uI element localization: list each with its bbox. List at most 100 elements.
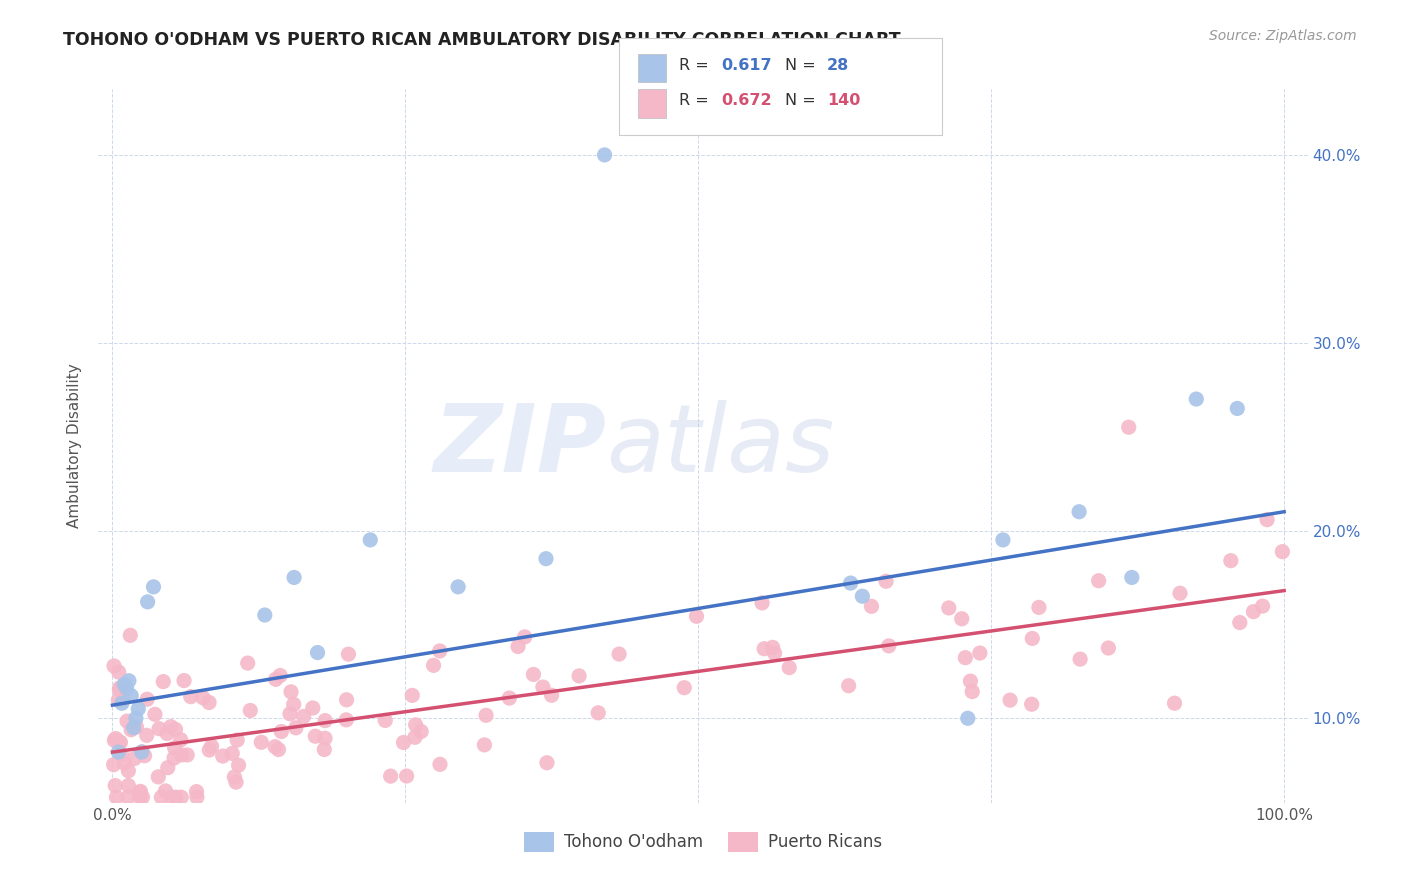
- Point: [851, 589, 873, 603]
- Point: [112, 756, 135, 770]
- Point: [198, 696, 221, 710]
- Point: [335, 713, 357, 727]
- Point: [1219, 554, 1241, 568]
- Point: [176, 747, 198, 762]
- Point: [107, 745, 129, 759]
- Point: [304, 729, 326, 743]
- Point: [186, 790, 208, 805]
- Point: [337, 647, 360, 661]
- Point: [380, 769, 402, 783]
- Point: [1097, 640, 1119, 655]
- Point: [314, 714, 336, 728]
- Point: [474, 738, 496, 752]
- Point: [411, 724, 433, 739]
- Point: [405, 718, 427, 732]
- Point: [969, 646, 991, 660]
- Point: [956, 711, 979, 725]
- Point: [1226, 401, 1249, 416]
- Text: 28: 28: [827, 58, 849, 72]
- Point: [111, 696, 134, 710]
- Text: R =: R =: [679, 58, 714, 72]
- Point: [264, 673, 287, 687]
- Point: [568, 669, 591, 683]
- Point: [751, 596, 773, 610]
- Point: [1118, 420, 1140, 434]
- Point: [267, 742, 290, 756]
- Point: [148, 770, 170, 784]
- Point: [170, 732, 193, 747]
- Point: [156, 726, 179, 740]
- Point: [447, 580, 470, 594]
- Point: [103, 757, 125, 772]
- Point: [401, 689, 423, 703]
- Point: [103, 733, 125, 747]
- Point: [404, 731, 426, 745]
- Point: [236, 656, 259, 670]
- Text: TOHONO O'ODHAM VS PUERTO RICAN AMBULATORY DISABILITY CORRELATION CHART: TOHONO O'ODHAM VS PUERTO RICAN AMBULATOR…: [63, 31, 901, 49]
- Point: [129, 790, 152, 805]
- Point: [1163, 696, 1185, 710]
- Point: [531, 680, 554, 694]
- Point: [198, 743, 221, 757]
- Point: [534, 551, 557, 566]
- Point: [131, 790, 153, 805]
- Point: [112, 677, 135, 691]
- Point: [762, 640, 785, 655]
- Point: [1168, 586, 1191, 600]
- Point: [607, 647, 630, 661]
- Point: [105, 790, 128, 805]
- Point: [115, 714, 138, 728]
- Point: [120, 723, 142, 737]
- Point: [998, 693, 1021, 707]
- Point: [212, 847, 235, 861]
- Point: [778, 660, 800, 674]
- Point: [1243, 605, 1265, 619]
- Point: [122, 721, 145, 735]
- Point: [536, 756, 558, 770]
- Point: [108, 682, 131, 697]
- Point: [1087, 574, 1109, 588]
- Point: [1021, 632, 1043, 646]
- Point: [170, 747, 193, 762]
- Point: [226, 733, 249, 747]
- Point: [124, 751, 146, 765]
- Point: [103, 659, 125, 673]
- Point: [111, 747, 134, 762]
- Point: [128, 786, 150, 800]
- Point: [117, 779, 139, 793]
- Point: [513, 630, 536, 644]
- Point: [108, 681, 131, 695]
- Point: [107, 693, 129, 707]
- Point: [228, 758, 250, 772]
- Point: [838, 679, 860, 693]
- Point: [127, 702, 149, 716]
- Point: [160, 720, 183, 734]
- Point: [1121, 570, 1143, 584]
- Text: 0.617: 0.617: [721, 58, 772, 72]
- Point: [115, 681, 138, 696]
- Point: [104, 731, 127, 746]
- Point: [269, 668, 291, 682]
- Point: [120, 628, 142, 642]
- Point: [292, 709, 315, 723]
- Point: [156, 761, 179, 775]
- Point: [136, 595, 159, 609]
- Y-axis label: Ambulatory Disability: Ambulatory Disability: [67, 364, 83, 528]
- Point: [752, 641, 775, 656]
- Point: [135, 728, 157, 742]
- Text: R =: R =: [679, 94, 714, 108]
- Legend: Tohono O'odham, Puerto Ricans: Tohono O'odham, Puerto Ricans: [517, 825, 889, 859]
- Point: [104, 779, 127, 793]
- Point: [112, 692, 135, 706]
- Point: [374, 714, 396, 728]
- Point: [763, 646, 786, 660]
- Point: [593, 148, 616, 162]
- Point: [1069, 505, 1091, 519]
- Point: [429, 757, 451, 772]
- Point: [173, 673, 195, 688]
- Point: [143, 707, 166, 722]
- Point: [1256, 513, 1278, 527]
- Point: [118, 673, 141, 688]
- Point: [221, 747, 243, 761]
- Point: [160, 790, 183, 805]
